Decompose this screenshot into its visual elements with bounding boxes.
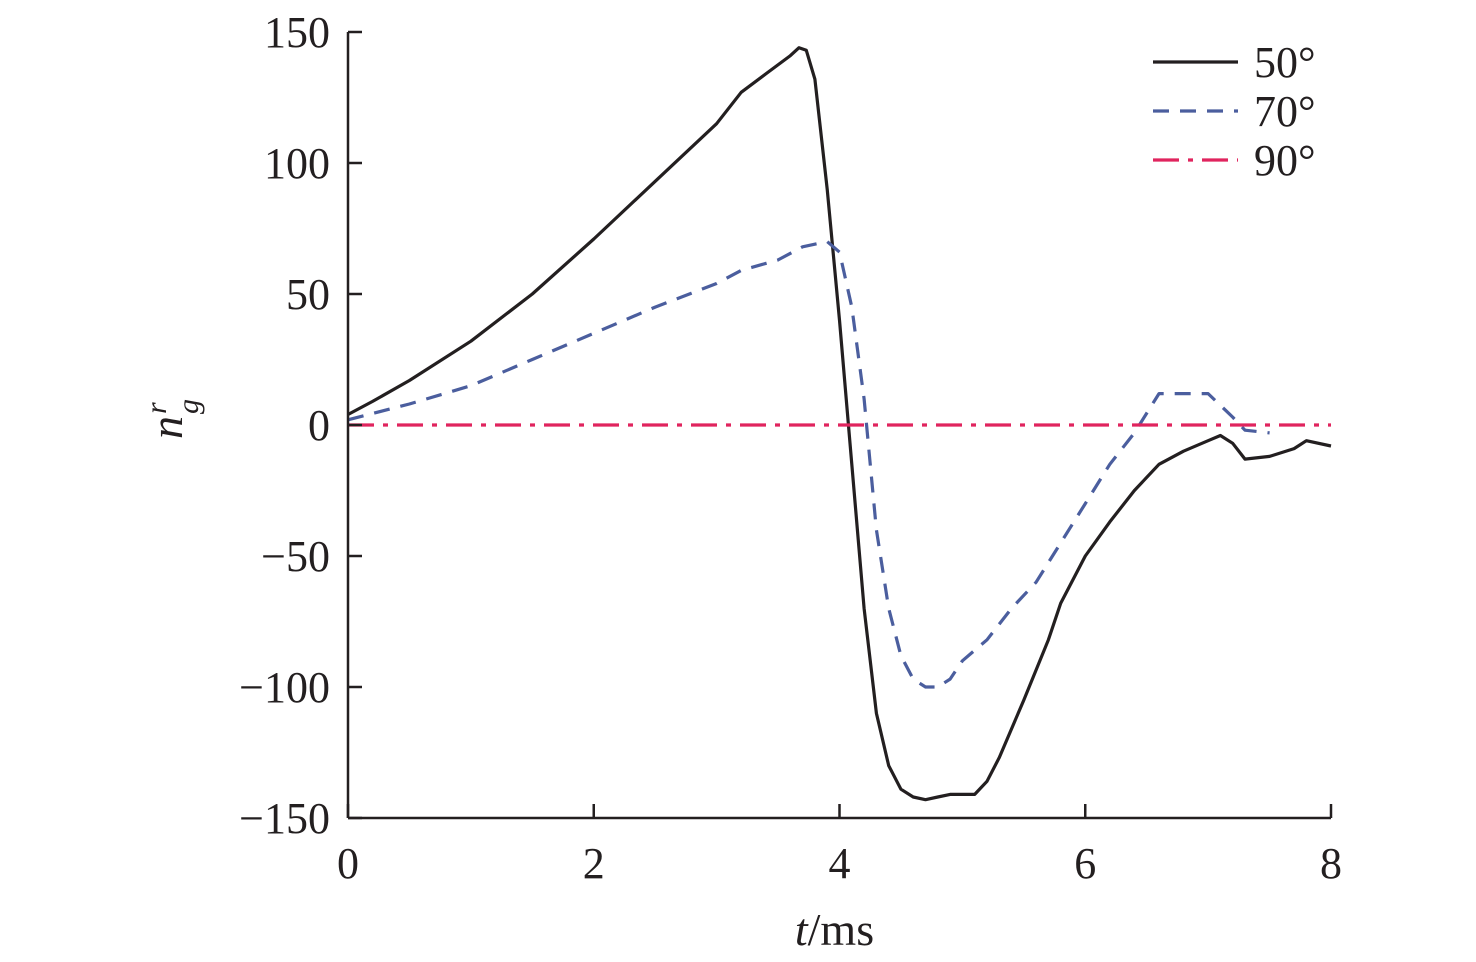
x-axis-label-unit: /ms [808,904,874,955]
y-axis-label-base: n [141,416,192,439]
y-tick-label-4: −50 [261,532,330,581]
x-tick-label-0: 0 [337,839,359,888]
legend: 50°70°90° [1153,38,1316,185]
y-tick-label-1: 100 [264,139,330,188]
legend-label-2: 90° [1254,136,1316,185]
x-tick-label-4: 8 [1320,839,1342,888]
x-tick-label-1: 2 [583,839,605,888]
x-tick-label-3: 6 [1074,839,1096,888]
y-axis-label-sub: g [172,399,205,414]
x-axis-label: t/ms [795,904,874,955]
ticks-layer: 0 2 4 6 8 150 100 50 0 −50 −100 −150 [239,8,1342,888]
legend-label-1: 70° [1254,87,1316,136]
y-tick-label-3: 0 [308,401,330,450]
series-line-1 [347,240,1270,689]
y-tick-label-6: −150 [239,794,330,843]
x-axis-label-var: t [795,904,809,955]
legend-label-0: 50° [1254,38,1316,87]
y-tick-label-0: 150 [264,8,330,57]
series-layer [347,46,1332,802]
y-tick-label-2: 50 [286,270,330,319]
x-tick-label-2: 4 [829,839,851,888]
y-axis-label-sup: r [140,402,173,414]
series-line-0 [347,46,1332,802]
y-tick-label-5: −100 [239,663,330,712]
y-axis-label: nrg [140,399,205,439]
